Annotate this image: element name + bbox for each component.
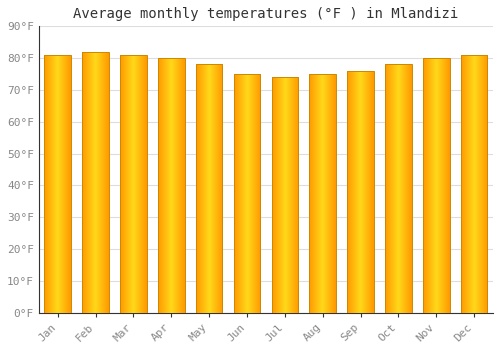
Bar: [196, 64, 222, 313]
Bar: [120, 55, 146, 313]
Bar: [234, 74, 260, 313]
Bar: [310, 74, 336, 313]
Bar: [272, 77, 298, 313]
Bar: [44, 55, 71, 313]
Bar: [348, 71, 374, 313]
Bar: [461, 55, 487, 313]
Bar: [423, 58, 450, 313]
Title: Average monthly temperatures (°F ) in Mlandizi: Average monthly temperatures (°F ) in Ml…: [74, 7, 458, 21]
Bar: [82, 52, 109, 313]
Bar: [158, 58, 184, 313]
Bar: [385, 64, 411, 313]
